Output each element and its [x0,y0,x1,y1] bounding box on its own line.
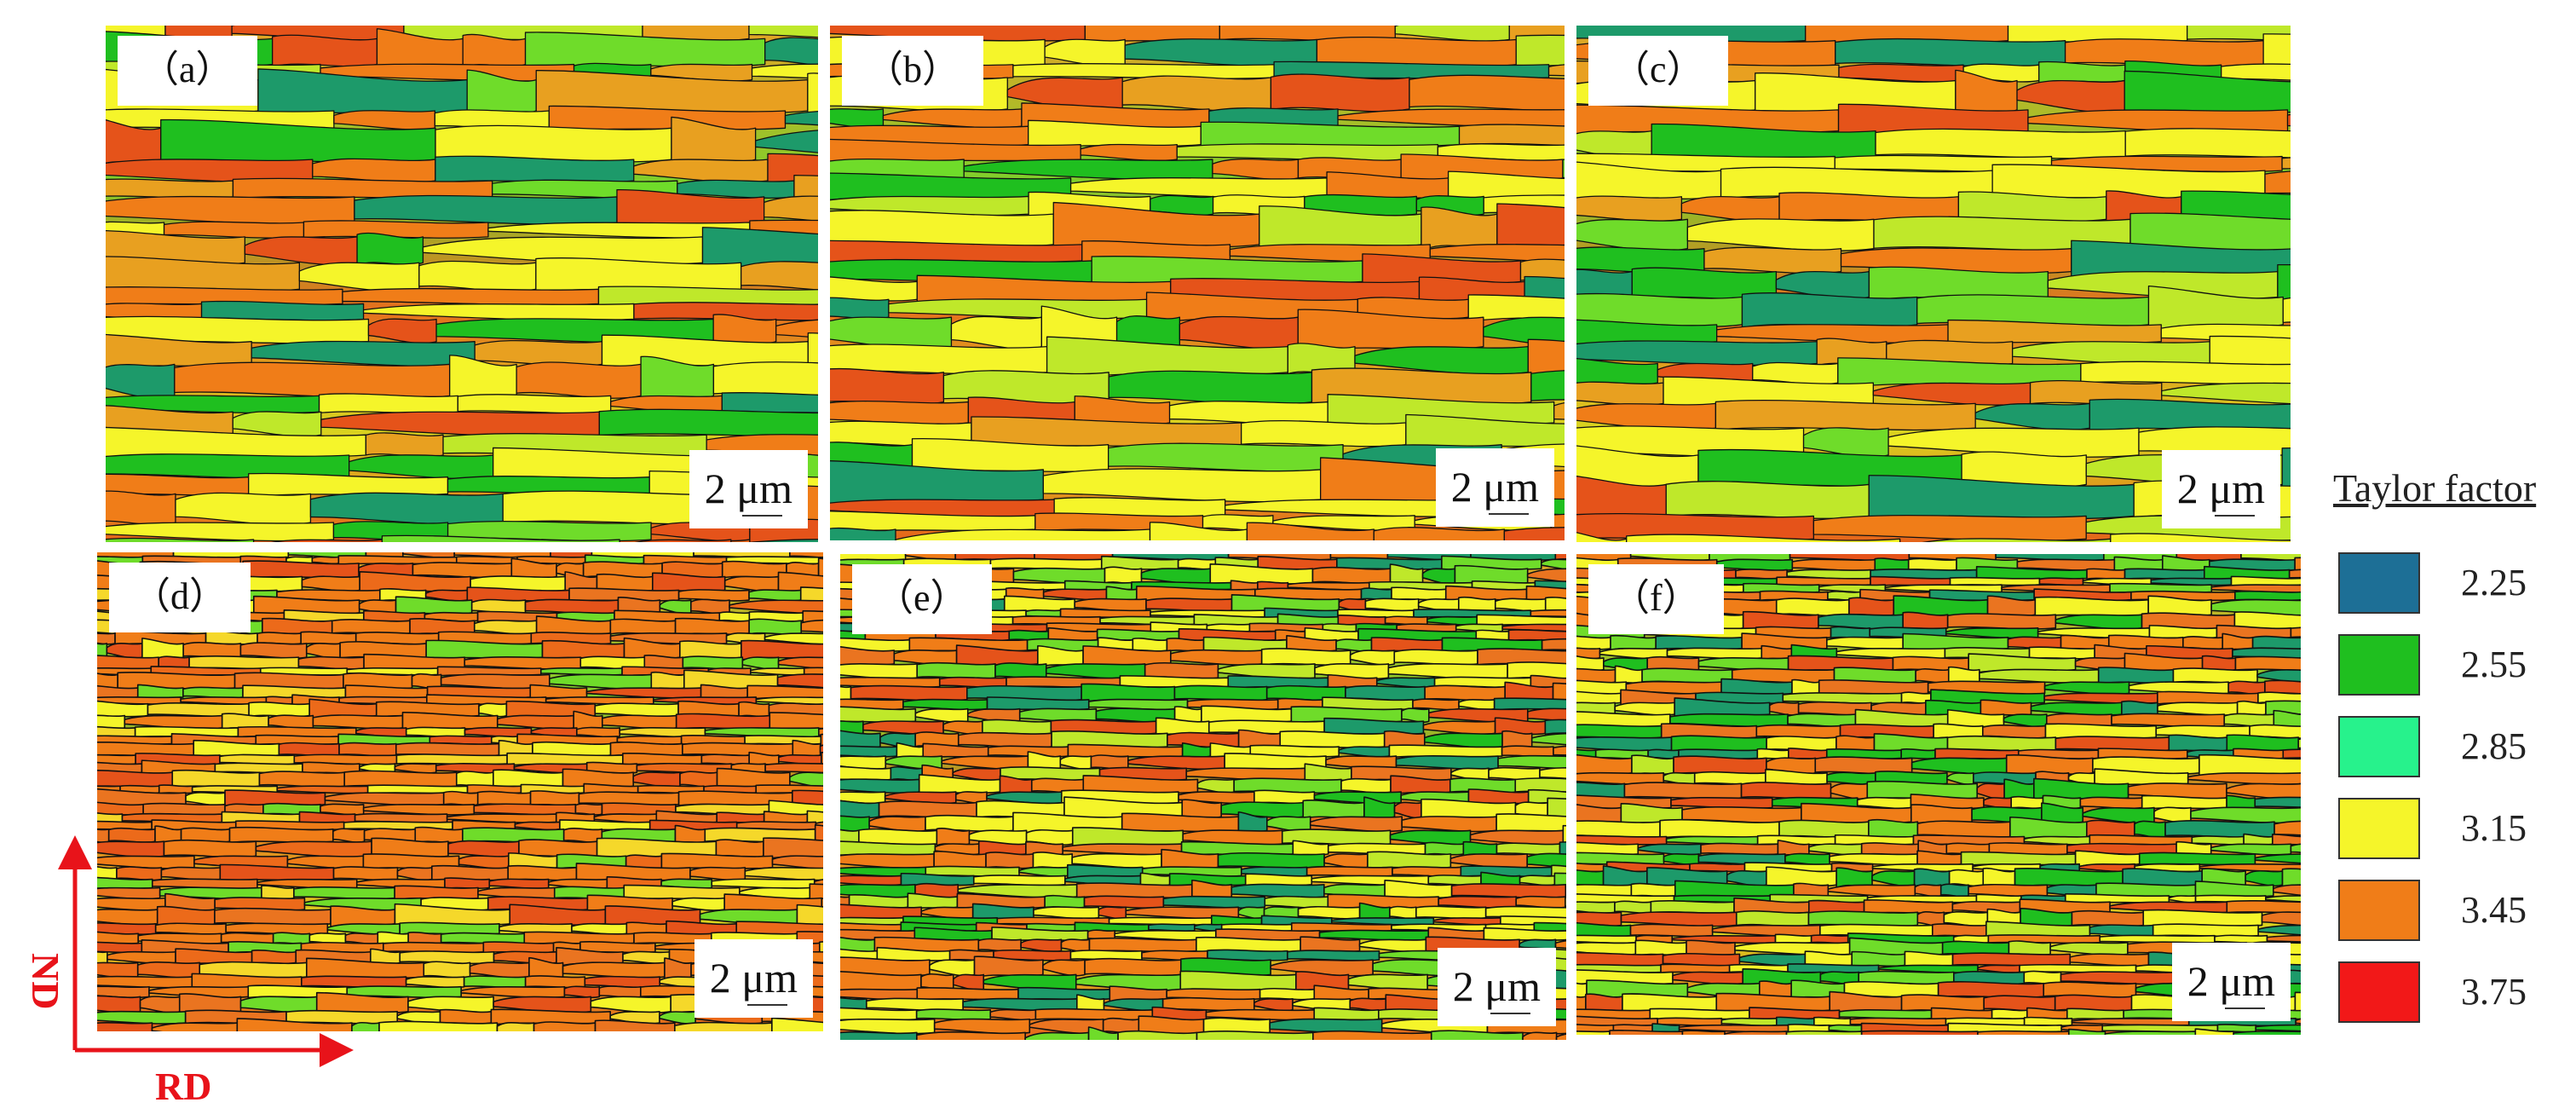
legend-item: 2.85 [2338,716,2560,784]
legend-item: 3.15 [2338,798,2560,866]
legend-value: 3.15 [2461,807,2527,849]
scale-bar-text: 2 μm [709,954,798,1002]
legend-item: 2.55 [2338,634,2560,702]
scale-bar: 2 μm [2161,450,2280,528]
taylor-factor-map [1576,26,2291,542]
scale-bar-text: 2 μm [704,465,792,512]
legend-swatch [2338,716,2420,777]
scale-bar-text: 2 μm [1450,463,1539,511]
taylor-factor-legend: Taylor factor 2.25 2.55 2.85 3.15 3.45 3… [2333,466,2563,1030]
scale-bar: 2 μm [694,939,813,1018]
legend-item: 3.45 [2338,880,2560,948]
ebsd-panel-b: （b） 2 μm [830,26,1565,540]
scale-bar: 2 μm [1435,448,1554,527]
legend-value: 2.85 [2461,725,2527,767]
scale-bar: 2 μm [1437,948,1556,1026]
taylor-factor-map [106,26,818,542]
legend-value: 3.45 [2461,889,2527,931]
panel-label: （d） [109,563,251,632]
panel-label: （f） [1588,564,1724,634]
scale-bar-text: 2 μm [1452,962,1541,1010]
legend-swatch [2338,798,2420,859]
legend-value: 2.25 [2461,562,2527,603]
scale-bar: 2 μm [689,450,808,528]
taylor-factor-map [830,26,1565,540]
ebsd-panel-d: （d） 2 μm [97,552,823,1031]
scale-bar: 2 μm [2171,943,2291,1021]
ebsd-panel-c: （c） 2 μm [1576,26,2291,542]
scale-bar-text: 2 μm [2176,465,2265,512]
legend-swatch [2338,961,2420,1023]
panel-label: （e） [852,564,992,634]
nd-axis-label: ND [24,953,67,1010]
taylor-factor-map [840,554,1566,1040]
legend-swatch [2338,552,2420,614]
legend-title: Taylor factor [2333,466,2537,510]
ebsd-panel-f: （f） 2 μm [1576,554,2301,1035]
taylor-factor-map [97,552,823,1031]
legend-swatch [2338,634,2420,696]
ebsd-panel-a: （a） 2 μm [106,26,818,542]
legend-swatch [2338,880,2420,941]
ebsd-panel-e: （e） 2 μm [840,554,1566,1040]
legend-item: 2.25 [2338,552,2560,621]
panel-label: （b） [842,36,983,106]
panel-label: （c） [1588,36,1728,106]
legend-item: 3.75 [2338,961,2560,1030]
panel-label: （a） [118,36,257,106]
rd-axis-label: RD [155,1065,212,1108]
scale-bar-text: 2 μm [2187,957,2275,1005]
legend-value: 2.55 [2461,644,2527,685]
legend-value: 3.75 [2461,971,2527,1013]
